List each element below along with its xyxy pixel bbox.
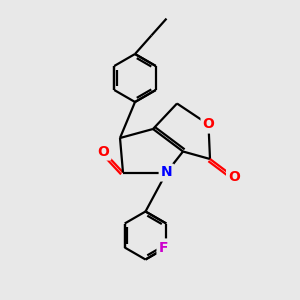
- Text: O: O: [228, 170, 240, 184]
- Text: O: O: [202, 118, 214, 131]
- Text: N: N: [161, 166, 172, 179]
- Text: F: F: [158, 241, 168, 254]
- Text: O: O: [98, 145, 110, 158]
